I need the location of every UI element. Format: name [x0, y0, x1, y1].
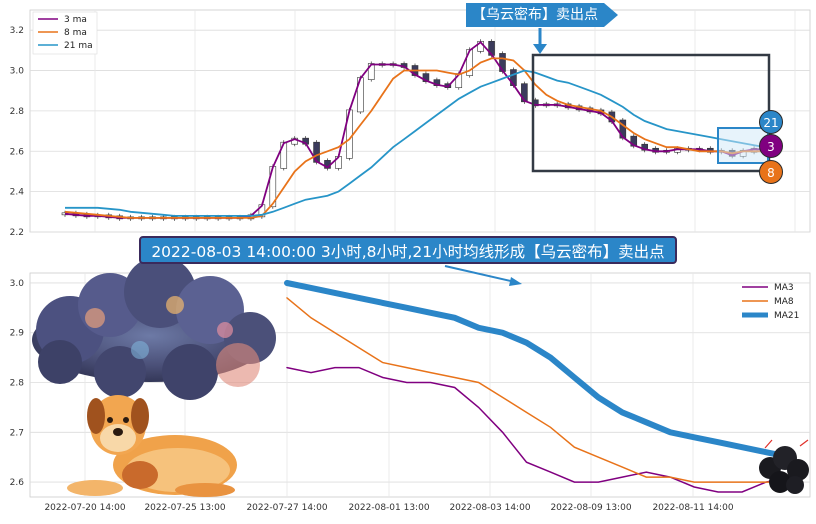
legend-ma21: MA21: [774, 311, 799, 321]
badge-ma21: 21: [759, 110, 783, 134]
bottom-x-tick-label: 2022-07-27 14:00: [246, 503, 327, 513]
top-series-21-ma: [65, 69, 766, 217]
top-y-tick-label: 3.2: [10, 26, 24, 36]
bottom-y-tick-label: 2.6: [10, 478, 25, 488]
legend-ma3: MA3: [774, 283, 794, 293]
bottom-x-tick-label: 2022-08-03 14:00: [449, 503, 530, 513]
bottom-series-MA3: [286, 366, 791, 493]
bottom-y-ticks: 2.6 2.7 2.8 2.9 3.0: [10, 279, 25, 488]
top-y-tick-label: 2.6: [10, 147, 25, 157]
top-y-ticks: 2.2 2.4 2.6 2.8 3.0 3.2: [10, 26, 25, 238]
legend-21ma: 21 ma: [64, 41, 93, 51]
candle-body: [630, 135, 638, 147]
bottom-x-tick-label: 2022-08-01 13:00: [348, 503, 429, 513]
top-y-tick-label: 3.0: [10, 67, 25, 77]
bottom-series-MA8: [286, 297, 791, 483]
storm-cloud-icon: [32, 256, 276, 400]
badge-ma3: 3: [759, 134, 783, 158]
bottom-series-MA21: [284, 280, 793, 461]
callout-label: 【乌云密布】卖出点: [466, 3, 604, 27]
candle-body: [521, 83, 528, 103]
dog-icon: [67, 395, 237, 497]
top-y-tick-label: 2.8: [10, 107, 25, 117]
bottom-legend: MA3 MA8 MA21: [742, 283, 799, 321]
bottom-grid: [30, 273, 810, 497]
top-series-8-ma: [64, 57, 765, 219]
bottom-series-lines: [284, 280, 793, 493]
candle-body: [367, 63, 375, 80]
candle-body: [422, 73, 430, 82]
top-series-lines: [64, 41, 766, 219]
top-y-tick-label: 2.4: [10, 188, 25, 198]
candle-body: [280, 141, 288, 169]
top-plot-area: [29, 9, 811, 233]
lightning-cloud-icon: [759, 439, 809, 494]
badge-ma8: 8: [759, 160, 783, 184]
top-grid: [30, 10, 810, 233]
bottom-x-tick-label: 2022-07-25 13:00: [144, 503, 225, 513]
bottom-x-tick-label: 2022-08-11 14:00: [652, 503, 733, 513]
bottom-y-tick-label: 2.8: [10, 379, 25, 389]
top-legend: 3 ma 8 ma 21 ma: [32, 11, 98, 55]
signal-banner: 2022-08-03 14:00:00 3小时,8小时,21小时均线形成【乌云密…: [139, 236, 677, 264]
legend-8ma: 8 ma: [64, 28, 87, 38]
sell-signal-callout: 【乌云密布】卖出点: [466, 3, 618, 27]
top-y-tick-label: 2.2: [10, 228, 24, 238]
bottom-y-tick-label: 3.0: [10, 279, 25, 289]
bottom-x-ticks: 2022-07-20 14:00 2022-07-25 13:00 2022-07-…: [44, 503, 733, 513]
bottom-y-tick-label: 2.7: [10, 428, 24, 438]
bottom-x-tick-label: 2022-07-20 14:00: [44, 503, 125, 513]
legend-ma8: MA8: [774, 297, 794, 307]
callout-arrow-icon: [604, 3, 618, 27]
diagonal-arrow-icon: [444, 265, 522, 286]
legend-3ma: 3 ma: [64, 15, 87, 25]
bottom-y-tick-label: 2.9: [10, 329, 25, 339]
bottom-x-tick-label: 2022-08-09 13:00: [550, 503, 631, 513]
down-arrow-icon: [533, 28, 547, 54]
